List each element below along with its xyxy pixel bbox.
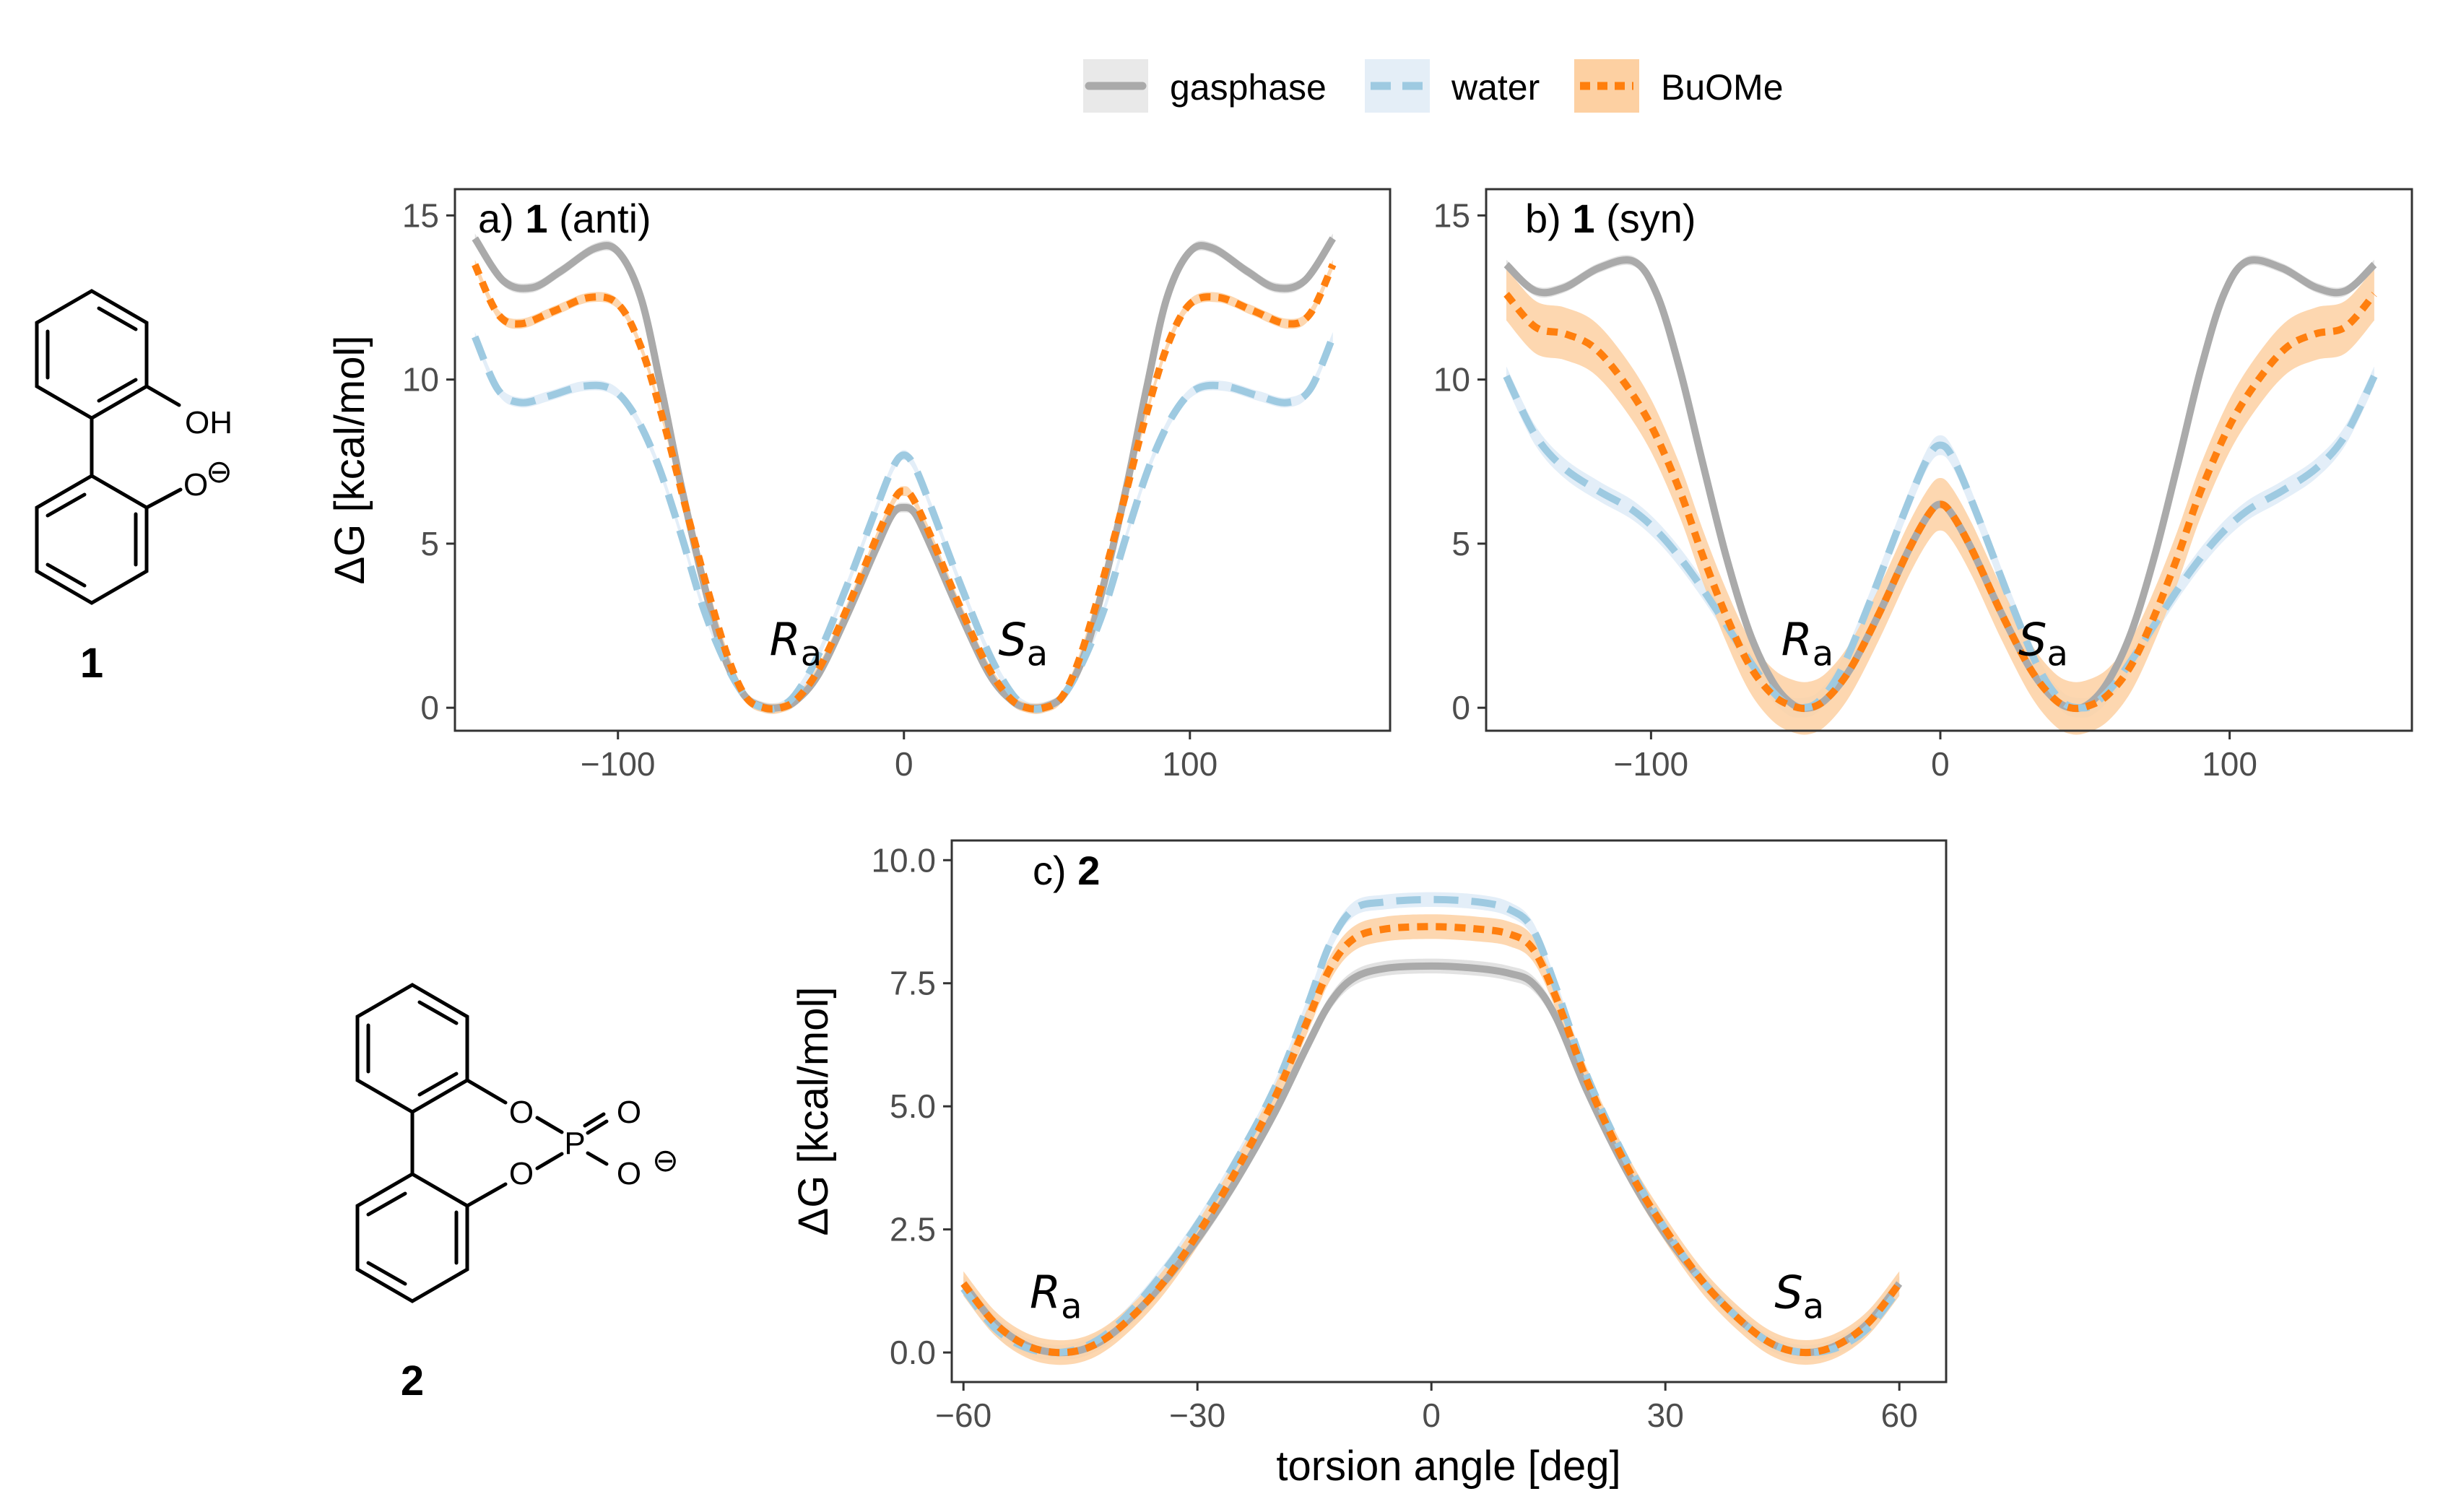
- series-line-water: [1503, 374, 2378, 712]
- y-tick-label: 0: [420, 689, 439, 726]
- x-tick-label: −60: [935, 1396, 991, 1434]
- y-tick-label: 5.0: [890, 1087, 936, 1125]
- molecule-2-number: 2: [401, 1357, 424, 1404]
- x-tick-label: −30: [1169, 1396, 1225, 1434]
- series-line-buome: [1503, 292, 2377, 713]
- uncertainty-bands: [1506, 255, 2374, 735]
- annotation-ra: Ra: [770, 613, 822, 674]
- y-tick-label: 15: [1433, 196, 1470, 234]
- x-tick-label: 60: [1881, 1396, 1918, 1434]
- molecule-2-structure: O O P O O ⊖ 2: [355, 983, 679, 1404]
- molecule-2-o-minus: O: [617, 1156, 641, 1191]
- series-line-buome: [472, 263, 1337, 713]
- x-tick-label: 0: [895, 745, 913, 783]
- band-buome: [963, 914, 1900, 1365]
- legend-key-water: [1365, 59, 1430, 113]
- panel-b: −100 0 100 0 5 10 15 b) 1 (syn) Ra Sa: [1433, 188, 2413, 783]
- curves: [472, 236, 1337, 713]
- molecule-2-o-lower: O: [509, 1156, 534, 1191]
- y-tick-label: 5: [420, 525, 439, 562]
- panel-a-y-axis-title: ΔG [kcal/mol]: [326, 336, 373, 585]
- panel-a: −100 0 100 0 5 10 15 a) 1 (anti) ΔG [kcal/mol…: [326, 188, 1392, 783]
- legend: gasphase water BuOMe: [1083, 59, 1784, 113]
- molecule-2-o-upper: O: [509, 1095, 534, 1130]
- series-line-water: [472, 335, 1337, 713]
- y-tick-label: 10.0: [871, 841, 936, 879]
- x-tick-label: 100: [2202, 745, 2257, 783]
- annotation-sa: Sa: [998, 613, 1048, 674]
- band-gasphase: [474, 233, 1333, 713]
- series-line-buome: [960, 923, 1903, 1357]
- panel-b-frame: [1485, 188, 2413, 732]
- y-tick-label: 0.0: [890, 1334, 936, 1371]
- molecule-1-o-label: O: [183, 467, 208, 503]
- panel-c-x-axis-title: torsion angle [deg]: [1276, 1443, 1620, 1490]
- y-tick-label: 10: [402, 361, 439, 399]
- molecule-1-structure: OH O ⊖ 1: [35, 289, 233, 687]
- y-tick-label: 5: [1451, 525, 1470, 562]
- x-tick-label: 0: [1931, 745, 1950, 783]
- molecule-1-charge: ⊖: [206, 454, 233, 490]
- legend-label-water: water: [1451, 67, 1540, 108]
- annotations: Ra Sa: [1781, 613, 2068, 674]
- x-tick-label: −100: [581, 745, 656, 783]
- annotation-ra: Ra: [1781, 613, 1834, 674]
- x-tick-label: 0: [1422, 1396, 1441, 1434]
- series-line-water: [960, 895, 1903, 1357]
- panel-a-frame: [453, 188, 1392, 732]
- x-tick-label: 30: [1647, 1396, 1684, 1434]
- annotation-ra: Ra: [1030, 1266, 1082, 1327]
- y-axis-ticks: 0 5 10 15: [402, 196, 455, 726]
- y-tick-label: 0: [1451, 689, 1470, 726]
- series-line-gasphase: [960, 962, 1903, 1357]
- y-tick-label: 2.5: [890, 1211, 936, 1248]
- panel-c-title: c) 2: [1033, 848, 1100, 893]
- annotations: Ra Sa: [1030, 1266, 1824, 1327]
- panel-c: −60 −30 0 30 60 0.0 2.5 5.0 7.5 10.0 c) 2 ΔG [kc…: [790, 839, 1948, 1490]
- y-axis-ticks: 0 5 10 15: [1433, 196, 1486, 726]
- uncertainty-bands: [474, 233, 1333, 714]
- molecule-2-charge: ⊖: [652, 1143, 679, 1178]
- molecule-1-oh-label: OH: [185, 405, 233, 440]
- band-buome: [474, 259, 1333, 714]
- legend-label-buome: BuOMe: [1661, 67, 1784, 108]
- y-tick-label: 7.5: [890, 965, 936, 1002]
- annotations: Ra Sa: [770, 613, 1049, 674]
- annotation-sa: Sa: [2018, 613, 2068, 674]
- panel-b-title: b) 1 (syn): [1525, 196, 1696, 241]
- annotation-sa: Sa: [1774, 1266, 1824, 1327]
- series-line-gasphase: [472, 236, 1337, 712]
- panel-a-title: a) 1 (anti): [478, 196, 651, 241]
- legend-key-gasphase: [1083, 59, 1148, 113]
- x-tick-label: 100: [1162, 745, 1218, 783]
- x-tick-label: −100: [1614, 745, 1689, 783]
- curves: [960, 895, 1903, 1357]
- panel-c-y-axis-title: ΔG [kcal/mol]: [790, 987, 837, 1236]
- molecule-1-number: 1: [80, 640, 103, 687]
- band-gasphase: [963, 958, 1900, 1360]
- legend-key-buome: [1574, 59, 1639, 113]
- curves: [1503, 256, 2378, 713]
- x-axis-ticks: −100 0 100: [1614, 731, 2257, 783]
- legend-label-gasphase: gasphase: [1170, 67, 1327, 108]
- x-axis-ticks: −100 0 100: [581, 731, 1218, 783]
- y-tick-label: 10: [1433, 361, 1470, 399]
- y-axis-ticks: 0.0 2.5 5.0 7.5 10.0: [871, 841, 952, 1371]
- x-axis-ticks: −60 −30 0 30 60: [935, 1382, 1918, 1434]
- molecule-2-o-double: O: [617, 1095, 641, 1130]
- molecule-2-p-label: P: [564, 1126, 585, 1161]
- panel-c-frame: [950, 839, 1948, 1383]
- y-tick-label: 15: [402, 196, 439, 234]
